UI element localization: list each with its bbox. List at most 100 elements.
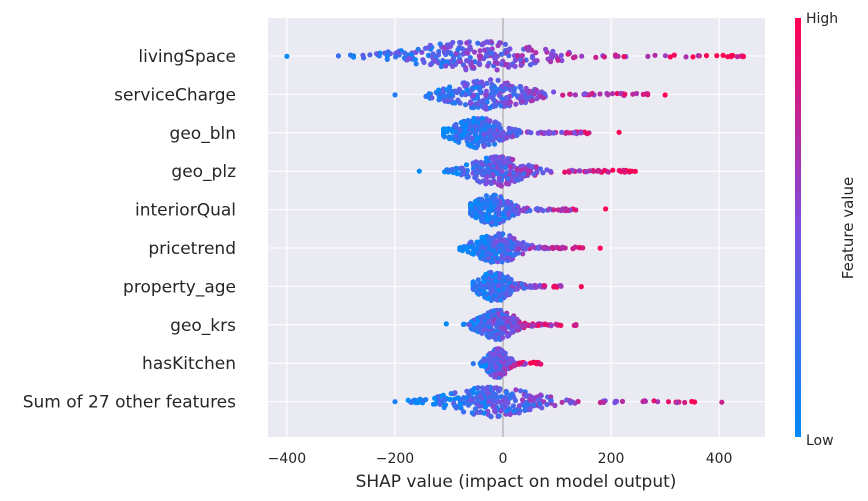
shap-point <box>499 311 505 317</box>
colorbar-high-label: High <box>806 11 838 27</box>
shap-point <box>441 134 448 140</box>
shap-point <box>516 403 523 409</box>
shap-point <box>492 101 498 107</box>
shap-point <box>506 323 512 329</box>
shap-point <box>402 50 408 56</box>
shap-point <box>501 100 507 106</box>
shap-point <box>553 321 559 327</box>
shap-point <box>593 54 599 61</box>
shap-point <box>491 243 497 249</box>
shap-point <box>495 77 501 83</box>
shap-point <box>652 52 658 58</box>
shap-point <box>485 165 491 171</box>
shap-point <box>512 281 519 287</box>
shap-point <box>529 54 536 61</box>
shap-point <box>633 90 640 97</box>
shap-point <box>468 211 474 217</box>
shap-point <box>505 64 512 70</box>
shap-point <box>571 130 578 136</box>
shap-point <box>475 40 481 46</box>
shap-point <box>443 321 449 327</box>
shap-point <box>477 48 483 54</box>
shap-point <box>470 160 476 166</box>
shap-point <box>458 405 464 411</box>
shap-point <box>521 285 527 291</box>
shap-point <box>541 244 547 250</box>
shap-point <box>536 360 542 366</box>
shap-point <box>514 166 520 172</box>
shap-point <box>469 135 475 141</box>
shap-point <box>457 245 463 251</box>
feature-label: property_age <box>123 277 236 297</box>
shap-point <box>535 397 542 403</box>
shap-point <box>415 46 421 52</box>
shap-point <box>534 206 541 212</box>
shap-point <box>496 387 502 394</box>
shap-point <box>520 207 526 214</box>
shap-point <box>549 245 555 251</box>
colorbar <box>795 18 801 437</box>
shap-point <box>445 49 452 55</box>
shap-point <box>482 364 488 370</box>
shap-point <box>518 57 524 63</box>
shap-point <box>533 164 539 170</box>
shap-point <box>555 245 562 251</box>
shap-point <box>499 169 505 175</box>
shap-point <box>651 398 657 404</box>
shap-point <box>475 385 481 391</box>
shap-point <box>470 390 476 396</box>
shap-point <box>495 328 501 334</box>
shap-point <box>519 281 525 287</box>
shap-point <box>491 192 497 199</box>
shap-point <box>458 120 464 126</box>
shap-point <box>487 105 493 111</box>
shap-point <box>491 203 497 209</box>
shap-point <box>485 179 491 185</box>
shap-point <box>453 134 459 140</box>
shap-point <box>474 143 481 149</box>
shap-point <box>500 290 506 296</box>
shap-point <box>482 240 488 246</box>
shap-point <box>493 198 499 205</box>
shap-point <box>518 95 524 101</box>
shap-point <box>483 88 489 94</box>
shap-point <box>494 255 501 262</box>
shap-point <box>551 89 557 95</box>
shap-point <box>504 135 510 141</box>
shap-point <box>645 53 651 60</box>
shap-point <box>457 127 463 133</box>
shap-point <box>667 54 673 60</box>
shap-point <box>610 167 616 173</box>
shap-point <box>493 293 499 299</box>
shap-point <box>616 129 622 135</box>
shap-point <box>506 129 512 135</box>
shap-point <box>559 129 565 135</box>
shap-point <box>464 174 470 180</box>
shap-point <box>577 245 583 251</box>
shap-point <box>534 96 540 102</box>
shap-point <box>461 132 467 138</box>
shap-point <box>622 91 628 97</box>
shap-point <box>452 166 458 172</box>
shap-point <box>665 399 672 405</box>
shap-point <box>521 322 527 328</box>
shap-point <box>627 168 633 174</box>
shap-point <box>497 40 503 46</box>
shap-point <box>501 238 507 244</box>
shap-point <box>566 169 572 175</box>
shap-point <box>622 169 628 175</box>
shap-point <box>506 125 512 131</box>
shap-point <box>526 162 532 168</box>
shap-point <box>473 287 479 293</box>
shap-point <box>493 88 499 95</box>
x-tick-label: −400 <box>268 451 306 467</box>
shap-point <box>456 88 462 94</box>
shap-point <box>525 322 531 328</box>
shap-point <box>469 410 475 416</box>
shap-point <box>464 58 470 64</box>
shap-point <box>454 171 460 177</box>
shap-point <box>478 168 484 175</box>
shap-point <box>484 198 490 204</box>
shap-point <box>576 168 582 174</box>
